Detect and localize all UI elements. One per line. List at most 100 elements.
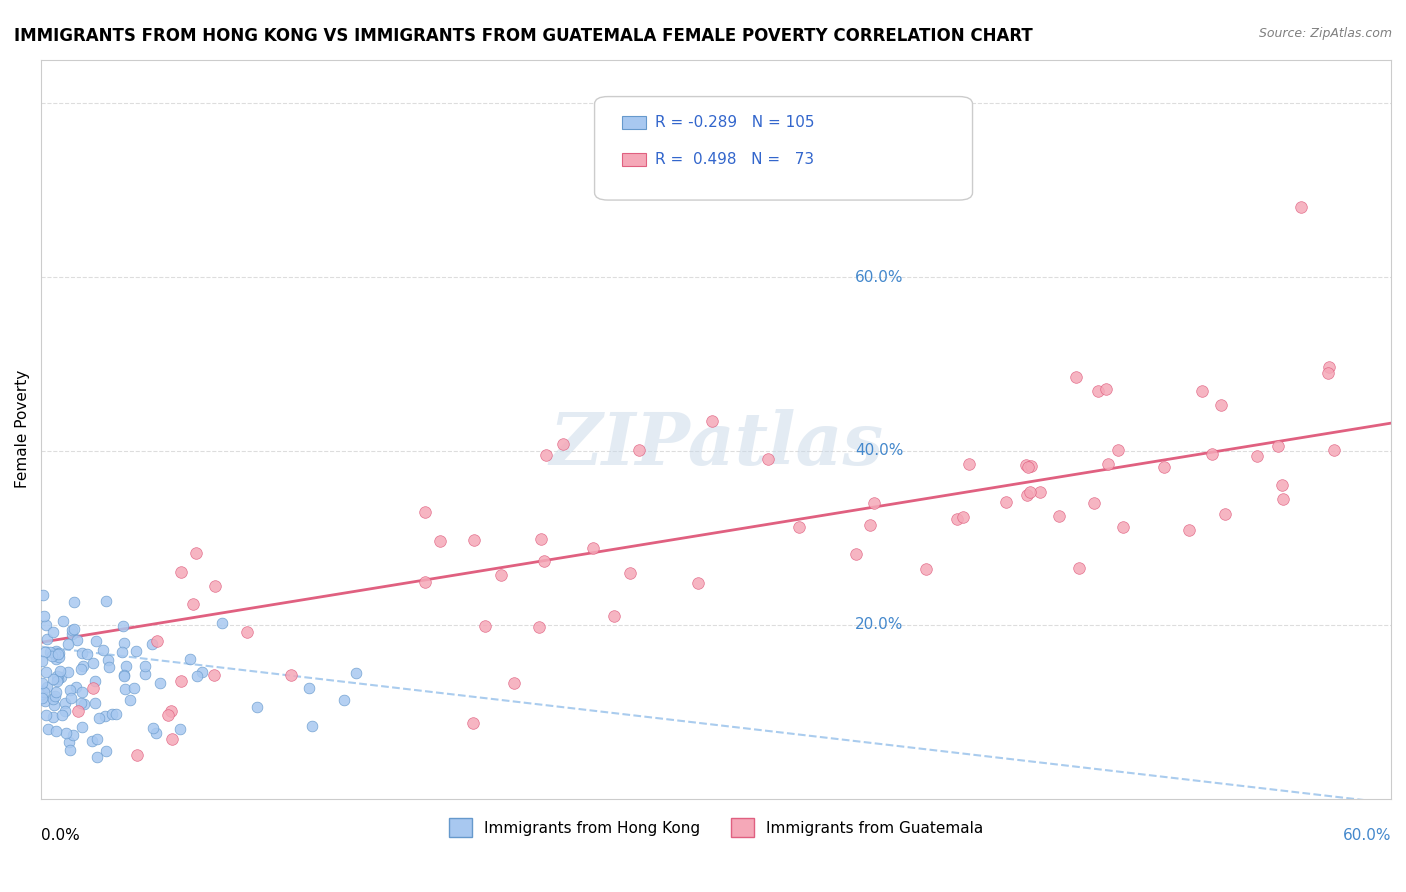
Point	[534, 448, 557, 462]
Point	[169, 722, 191, 736]
Point	[1019, 458, 1042, 473]
Point	[1064, 369, 1087, 384]
Point	[461, 715, 484, 730]
Point	[1018, 485, 1040, 500]
Point	[35, 618, 58, 632]
Point	[73, 697, 96, 711]
Point	[98, 660, 121, 674]
Point	[86, 732, 108, 747]
Bar	[621, 116, 645, 129]
Point	[127, 748, 149, 763]
Point	[1107, 442, 1129, 457]
Point	[145, 726, 167, 740]
Point	[112, 619, 135, 633]
Point	[298, 681, 321, 696]
Point	[533, 554, 555, 568]
Point	[41, 672, 63, 686]
Point	[34, 685, 56, 699]
Point	[59, 683, 82, 698]
Point	[619, 566, 641, 580]
Point	[70, 696, 93, 710]
Point	[627, 443, 650, 458]
Point	[65, 633, 87, 648]
Point	[60, 627, 83, 641]
Point	[84, 634, 107, 648]
Point	[186, 669, 208, 683]
Point	[45, 652, 67, 666]
Point	[787, 520, 810, 534]
Point	[502, 676, 524, 690]
Point	[94, 594, 117, 608]
Point	[301, 719, 323, 733]
Point	[111, 645, 134, 659]
Point	[62, 728, 84, 742]
Point	[60, 623, 83, 637]
Point	[31, 654, 53, 668]
Point	[149, 676, 172, 690]
Point	[46, 648, 69, 662]
Point	[46, 673, 69, 688]
Point	[42, 624, 65, 639]
Point	[39, 645, 62, 659]
Point	[191, 665, 214, 679]
Point	[45, 724, 67, 739]
Point	[112, 669, 135, 683]
Point	[1209, 398, 1232, 412]
Point	[32, 609, 55, 624]
Point	[489, 567, 512, 582]
Point	[603, 608, 626, 623]
Point	[112, 668, 135, 682]
Point	[83, 674, 105, 689]
Point	[46, 672, 69, 686]
Point	[58, 735, 80, 749]
Point	[48, 650, 70, 665]
Point	[1178, 523, 1201, 537]
Point	[530, 533, 553, 547]
Point	[1317, 359, 1340, 374]
Point	[995, 494, 1018, 508]
Point	[115, 659, 138, 673]
Point	[527, 620, 550, 634]
Point	[60, 691, 83, 706]
Point	[56, 665, 79, 680]
Point	[1112, 520, 1135, 534]
Point	[31, 687, 53, 701]
FancyBboxPatch shape	[595, 96, 973, 200]
Point	[62, 595, 84, 609]
Point	[31, 690, 53, 705]
Point	[65, 680, 87, 694]
Point	[202, 668, 225, 682]
Point	[59, 742, 82, 756]
Point	[946, 512, 969, 526]
Point	[1083, 496, 1105, 510]
Point	[236, 625, 259, 640]
Point	[62, 623, 84, 637]
Point	[1271, 491, 1294, 506]
Point	[162, 731, 184, 746]
Point	[333, 693, 356, 707]
Text: IMMIGRANTS FROM HONG KONG VS IMMIGRANTS FROM GUATEMALA FEMALE POVERTY CORRELATIO: IMMIGRANTS FROM HONG KONG VS IMMIGRANTS …	[14, 27, 1033, 45]
Point	[1267, 439, 1289, 453]
Point	[1317, 366, 1340, 380]
Point	[70, 646, 93, 660]
Point	[142, 721, 165, 735]
Point	[1191, 384, 1213, 398]
Point	[700, 414, 723, 428]
Point	[179, 652, 201, 666]
Point	[184, 546, 207, 560]
Point	[37, 722, 59, 736]
Point	[112, 636, 135, 650]
Point	[957, 457, 980, 471]
Text: 60.0%: 60.0%	[1343, 829, 1391, 844]
Point	[80, 733, 103, 747]
Point	[91, 642, 114, 657]
Point	[1213, 507, 1236, 521]
Point	[863, 496, 886, 510]
Point	[1047, 508, 1070, 523]
Point	[1067, 561, 1090, 575]
Point	[37, 681, 59, 695]
Point	[34, 694, 56, 708]
Point	[48, 646, 70, 660]
Point	[49, 670, 72, 684]
Point	[1153, 460, 1175, 475]
